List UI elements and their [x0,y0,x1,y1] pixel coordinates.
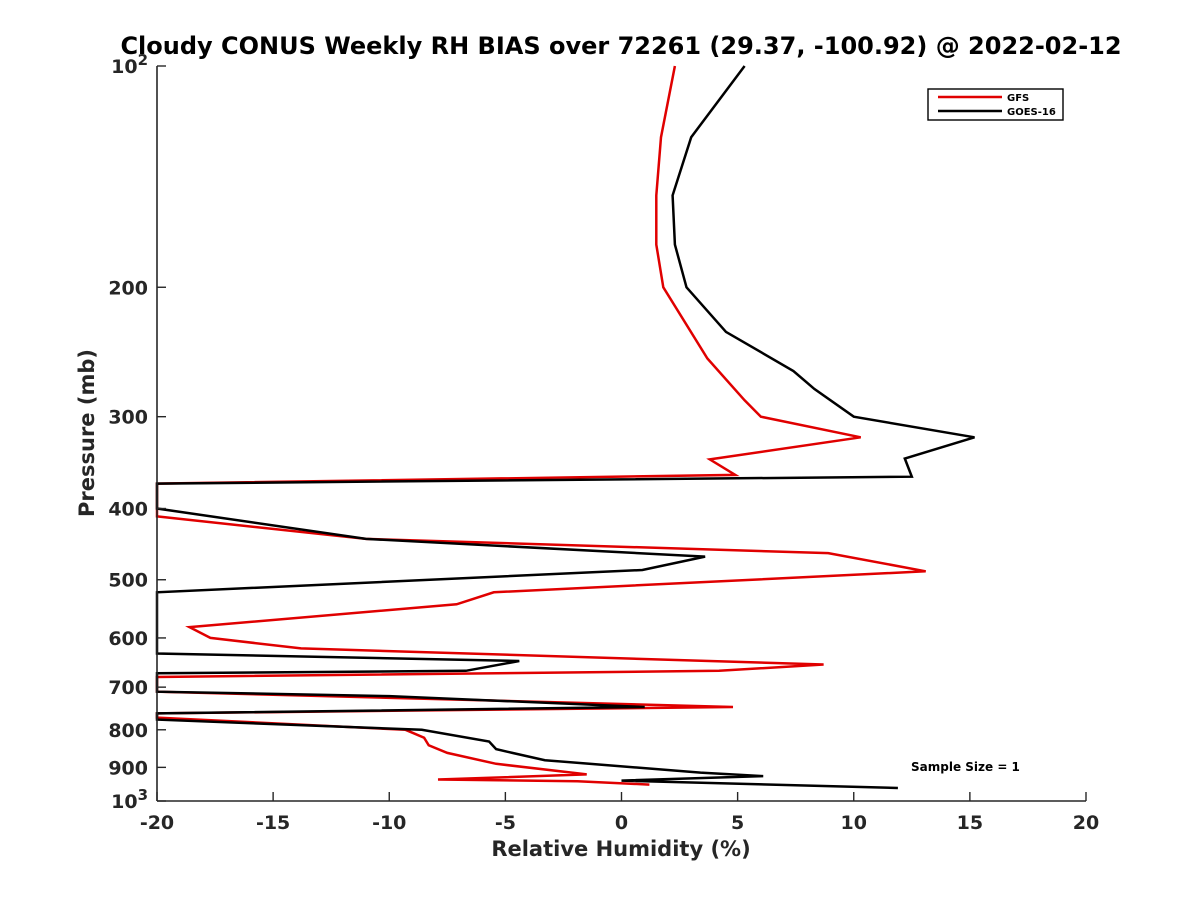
chart-title: Cloudy CONUS Weekly RH BIAS over 72261 (… [120,32,1121,60]
y-tick-label: 700 [108,677,148,699]
y-tick-label: 900 [108,757,148,779]
x-tick-label: -5 [495,812,516,834]
y-tick-label: 400 [108,499,148,521]
y-ticks: 200 300 400 500 600 700 800 900 102 103 [108,51,166,813]
plot-area [157,66,1086,801]
y-tick-label-power: 103 [111,786,148,813]
y-tick-label: 800 [108,720,148,742]
x-tick-label: 5 [731,812,744,834]
x-axis-label: Relative Humidity (%) [491,837,750,861]
x-tick-label: -20 [140,812,174,834]
legend-box [927,88,1064,121]
y-tick-label-power: 102 [111,51,148,78]
legend-label-goes16: GOES-16 [1007,107,1056,118]
y-tick-label: 200 [108,277,148,299]
x-tick-label: 10 [841,812,867,834]
x-ticks: -20 -15 -10 -5 0 5 10 15 20 [140,792,1099,834]
x-tick-label: -15 [256,812,290,834]
y-tick-label: 600 [108,628,148,650]
x-tick-label: 15 [957,812,983,834]
y-tick-label: 300 [108,407,148,429]
legend: GFS GOES-16 [927,88,1064,121]
sample-size-annotation: Sample Size = 1 [911,760,1020,774]
x-tick-label: -10 [372,812,406,834]
y-axis-label: Pressure (mb) [75,349,99,517]
series-line-gfs [155,65,926,786]
legend-label-gfs: GFS [1007,93,1029,104]
x-tick-label: 20 [1073,812,1099,834]
x-tick-label: 0 [615,812,628,834]
y-tick-label: 500 [108,570,148,592]
